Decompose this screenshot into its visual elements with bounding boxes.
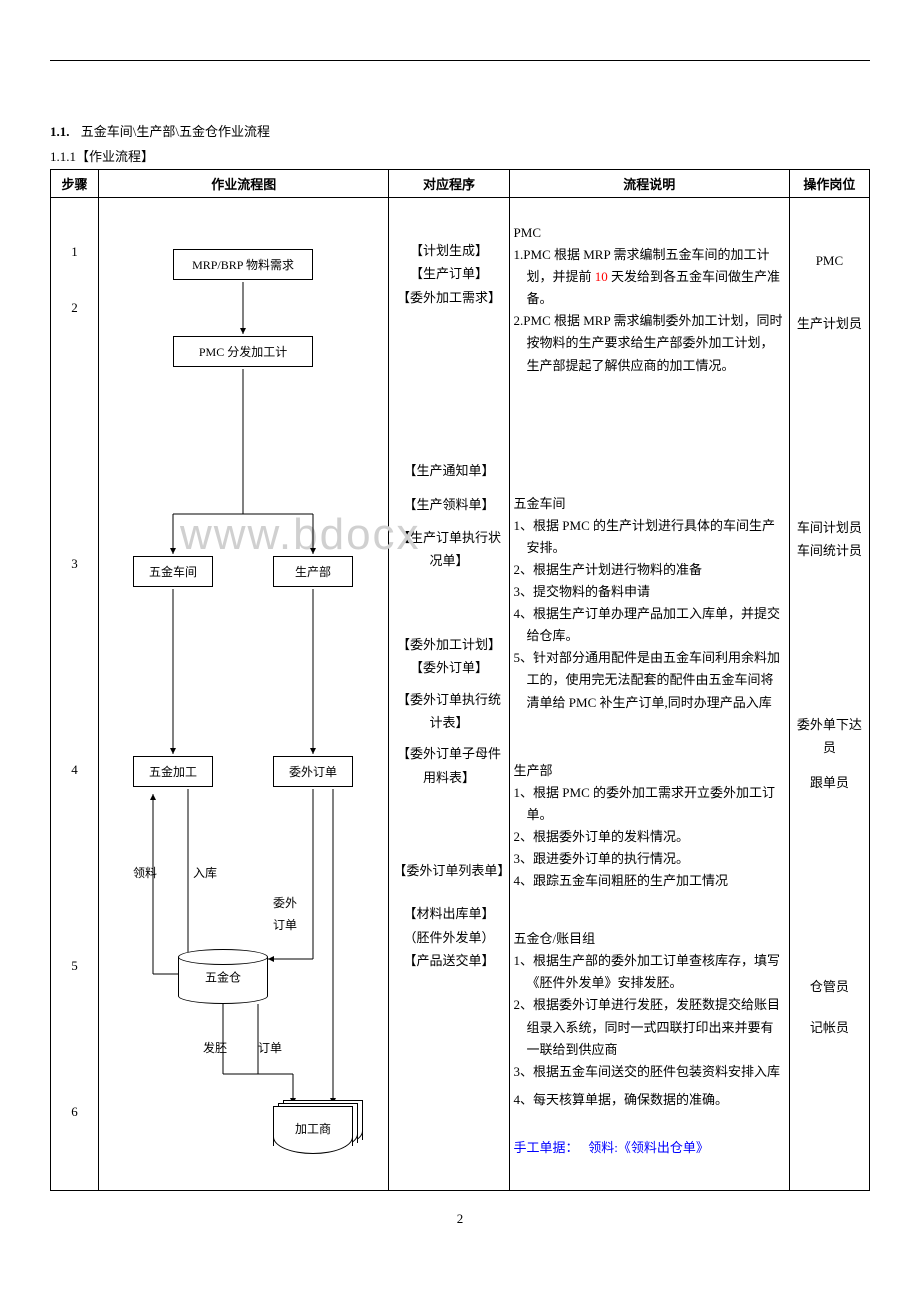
desc-item: 2、根据委外订单进行发胚，发胚数提交给账目组录入系统，同时一式四联打印出来并要有… [514,994,785,1060]
proc-cell: 【计划生成】 【生产订单】 【委外加工需求】 【生产通知单】 【生产领料单】 【… [389,198,509,1191]
role-bookkeeper: 记帐员 [794,1016,865,1039]
subsection-heading: 1.1.1【作业流程】 [50,146,870,165]
desc-heading: 生产部 [514,760,785,782]
desc-item: 5、针对部分通用配件是由五金车间利用余料加工的，使用完无法配套的配件由五金车间将… [514,647,785,713]
table-header-row: 步骤 作业流程图 对应程序 流程说明 操作岗位 [51,170,870,198]
desc-item: 3、跟进委外订单的执行情况。 [514,848,785,870]
desc-group-warehouse: 五金仓/账目组 1、根据生产部的委外加工订单查核库存，填写《胚件外发单》安排发胚… [514,928,785,1111]
step-4: 4 [55,762,94,778]
flow-label-ruku: 入库 [193,864,217,881]
page-number: 2 [50,1211,870,1227]
desc-heading: 五金仓/账目组 [514,928,785,950]
proc-item: （胚件外发单） [393,926,504,949]
desc-group-workshop: 五金车间 1、根据 PMC 的生产计划进行具体的车间生产安排。 2、根据生产计划… [514,493,785,714]
step-cell: 1 2 3 4 5 6 [51,198,99,1191]
desc-group-production: 生产部 1、根据 PMC 的委外加工需求开立委外加工订单。 2、根据委外订单的发… [514,760,785,893]
col-step-header: 步骤 [51,170,99,198]
step-5: 5 [55,958,94,974]
role-workshop-planner: 车间计划员 [794,516,865,539]
section-heading: 1.1. 五金车间\生产部\五金仓作业流程 [50,121,870,140]
flow-label-dingdan2: 订单 [258,1039,282,1056]
flow-label-dingdan: 订单 [273,916,297,933]
col-role-header: 操作岗位 [789,170,869,198]
col-desc-header: 流程说明 [509,170,789,198]
role-outsource-issuer: 委外单下达员 [794,713,865,760]
proc-item: 【生产订单】 [393,262,504,285]
proc-item: 【委外订单】 [393,656,504,679]
flow-warehouse-label: 五金仓 [178,968,268,985]
role-warehouse-keeper: 仓管员 [794,975,865,998]
desc-cell: PMC 1.PMC 根据 MRP 需求编制五金车间的加工计划，并提前 10 天发… [509,198,789,1191]
desc-item: 4、跟踪五金车间粗胚的生产加工情况 [514,870,785,892]
flowchart-cell: MRP/BRP 物料需求 PMC 分发加工计 五金车间 生产部 五金加工 委外订… [99,198,389,1191]
proc-item: 【生产通知单】 [393,459,504,482]
flow-label-weiwai: 委外 [273,894,297,911]
flow-supplier-label: 加工商 [273,1120,353,1137]
col-flow-header: 作业流程图 [99,170,389,198]
proc-item: 【委外加工需求】 [393,286,504,309]
section-number: 1.1. [50,124,70,139]
flow-node-warehouse: 五金仓 [178,949,268,1004]
flowchart: MRP/BRP 物料需求 PMC 分发加工计 五金车间 生产部 五金加工 委外订… [103,204,383,1184]
manual-label: 手工单据： [514,1140,579,1155]
flow-node-pmc: PMC 分发加工计 [173,336,313,367]
table-body-row: 1 2 3 4 5 6 [51,198,870,1191]
proc-item: 【生产领料单】 [393,493,504,516]
role-pmc: PMC [794,249,865,272]
role-tracker: 跟单员 [794,771,865,794]
flow-node-processing: 五金加工 [133,756,213,787]
proc-item: 【材料出库单】 [393,902,504,925]
manual-docs: 手工单据： 领料:《领料出仓单》 [514,1137,785,1159]
role-cell: PMC 生产计划员 车间计划员 车间统计员 委外单下达员 跟单员 仓管员 记帐员 [789,198,869,1191]
desc-item: 3、提交物料的备料申请 [514,581,785,603]
desc-heading: 五金车间 [514,493,785,515]
role-planner: 生产计划员 [794,312,865,335]
proc-item: 【委外订单列表单】 [393,859,504,882]
proc-item: 【生产订单执行状况单】 [393,526,504,573]
col-proc-header: 对应程序 [389,170,509,198]
step-2: 2 [55,300,94,316]
desc-item: 1.PMC 根据 MRP 需求编制五金车间的加工计划，并提前 10 天发给到各五… [514,244,785,310]
role-workshop-stat: 车间统计员 [794,539,865,562]
header-rule [50,60,870,61]
flow-label-fapei: 发胚 [203,1039,227,1056]
flow-label-lingliao: 领料 [133,864,157,881]
proc-item: 【计划生成】 [393,239,504,262]
desc-item: 2.PMC 根据 MRP 需求编制委外加工计划，同时按物料的生产要求给生产部委外… [514,310,785,376]
step-3: 3 [55,556,94,572]
flow-node-workshop: 五金车间 [133,556,213,587]
desc-item: 1、根据 PMC 的生产计划进行具体的车间生产安排。 [514,515,785,559]
proc-item: 【委外加工计划】 [393,633,504,656]
desc-item: 3、根据五金车间送交的胚件包装资料安排入库 [514,1061,785,1083]
desc-item: 1、根据 PMC 的委外加工需求开立委外加工订单。 [514,782,785,826]
red-text: 10 [595,269,608,284]
desc-item: 2、根据委外订单的发料情况。 [514,826,785,848]
desc-item: 1、根据生产部的委外加工订单查核库存，填写《胚件外发单》安排发胚。 [514,950,785,994]
desc-item: 4、每天核算单据，确保数据的准确。 [514,1089,785,1111]
flow-node-mrp: MRP/BRP 物料需求 [173,249,313,280]
step-6: 6 [55,1104,94,1120]
flow-node-outsource: 委外订单 [273,756,353,787]
manual-item: 领料:《领料出仓单》 [588,1140,709,1155]
proc-item: 【委外订单子母件用料表】 [393,742,504,789]
step-1: 1 [55,244,94,260]
desc-heading: PMC [514,222,785,244]
desc-item: 2、根据生产计划进行物料的准备 [514,559,785,581]
desc-group-pmc: PMC 1.PMC 根据 MRP 需求编制五金车间的加工计划，并提前 10 天发… [514,222,785,377]
proc-item: 【产品送交单】 [393,949,504,972]
workflow-table: 步骤 作业流程图 对应程序 流程说明 操作岗位 1 2 3 4 5 6 [50,169,870,1191]
desc-item: 4、根据生产订单办理产品加工入库单，并提交给仓库。 [514,603,785,647]
flow-node-production: 生产部 [273,556,353,587]
flow-node-supplier: 加工商 [273,1106,363,1156]
section-title: 五金车间\生产部\五金仓作业流程 [81,124,270,139]
proc-item: 【委外订单执行统计表】 [393,688,504,735]
